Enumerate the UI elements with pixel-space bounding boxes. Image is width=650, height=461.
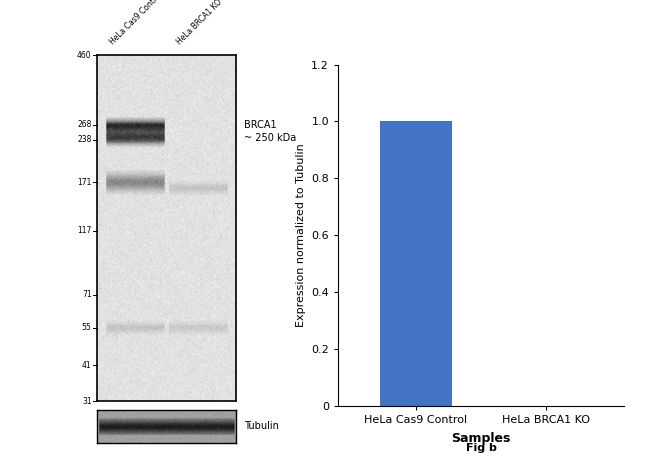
- Text: HeLa BRCA1 KO: HeLa BRCA1 KO: [175, 0, 224, 46]
- Text: 460: 460: [77, 51, 92, 60]
- Text: ~ 250 kDa: ~ 250 kDa: [244, 133, 296, 143]
- Text: BRCA1: BRCA1: [244, 120, 276, 130]
- Text: Fig b: Fig b: [465, 443, 497, 453]
- Y-axis label: Expression normalized to Tubulin: Expression normalized to Tubulin: [296, 143, 306, 327]
- Text: 31: 31: [82, 396, 92, 406]
- Text: 71: 71: [82, 290, 92, 299]
- Text: 55: 55: [82, 323, 92, 332]
- Text: HeLa Cas9 Control: HeLa Cas9 Control: [109, 0, 165, 46]
- Text: 171: 171: [77, 177, 92, 187]
- Text: 268: 268: [77, 120, 92, 129]
- Text: 117: 117: [77, 226, 92, 235]
- X-axis label: Samples: Samples: [451, 431, 511, 445]
- Text: Tubulin: Tubulin: [244, 421, 278, 431]
- Bar: [380, 121, 452, 406]
- Text: 238: 238: [77, 135, 92, 144]
- Text: 41: 41: [82, 361, 92, 370]
